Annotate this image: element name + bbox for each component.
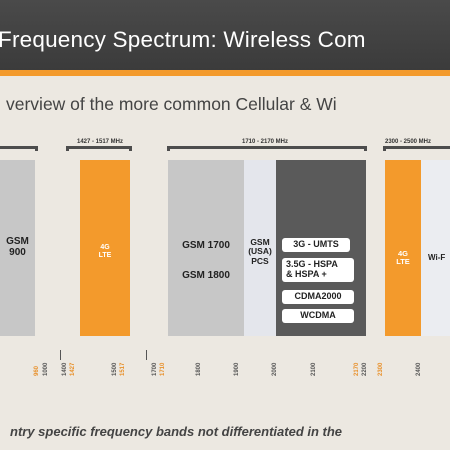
range-label-1427: 1427 - 1517 MHz [76,139,124,145]
range-label-1710: 1710 - 2170 MHz [241,139,289,145]
tick-label: 1500 [112,362,118,376]
band-cdma2000-tag: CDMA2000 [282,290,354,304]
band-wifi-label: Wi-F [428,253,446,262]
band-hspa-tag: 3.5G - HSPA & HSPA + [282,258,354,282]
tick-label: 2300 [378,362,384,376]
tick-label: 1710 [160,362,166,376]
accent-band [0,70,450,76]
band-lte-2300-label: 4G LTE [396,249,410,267]
axis-break [146,350,147,360]
band-gsm1700-1800 [168,160,244,336]
tick-label: 2170 [354,362,360,376]
bracket-1427 [66,146,132,151]
title-bar [0,0,450,70]
band-umts-tag: 3G - UMTS [282,238,350,252]
band-lte-1427 [80,160,130,336]
bracket-gsm900 [0,146,38,151]
band-gsm-usa-pcs [244,160,276,336]
page-title: Frequency Spectrum: Wireless Com [0,27,366,52]
band-lte-2300 [385,160,421,336]
bracket-2300 [383,146,450,151]
tick-label: 2200 [362,362,368,376]
tick-label: 1427 [70,362,76,376]
bracket-1710 [167,146,367,151]
band-gsm900 [0,160,35,336]
tick-label: 1400 [62,362,68,376]
tick-label: 1000 [43,362,49,376]
band-gsm900-label: GSM 900 [6,236,29,258]
band-gsm-usa-pcs-label: GSM (USA) PCS [248,237,272,266]
band-wcdma-tag: WCDMA [282,309,354,323]
band-wifi [421,160,450,336]
tick-label: 2000 [272,362,278,376]
tick-label: 1517 [120,362,126,376]
tick-label: 2400 [416,362,422,376]
tick-label: 2100 [311,362,317,376]
tick-label: 1900 [234,362,240,376]
tick-label: 960 [34,365,40,376]
band-lte-1427-label: 4G LTE [98,244,112,259]
range-label-2300: 2300 - 2500 MHz [384,139,432,145]
tick-label: 1800 [196,362,202,376]
subtitle: verview of the more common Cellular & Wi [6,94,337,114]
band-gsm1800-label: GSM 1800 [182,270,230,281]
tick-label: 1700 [152,362,158,376]
band-gsm1700-label: GSM 1700 [182,240,230,251]
footnote: ntry specific frequency bands not differ… [10,424,343,439]
axis-break [60,350,61,360]
